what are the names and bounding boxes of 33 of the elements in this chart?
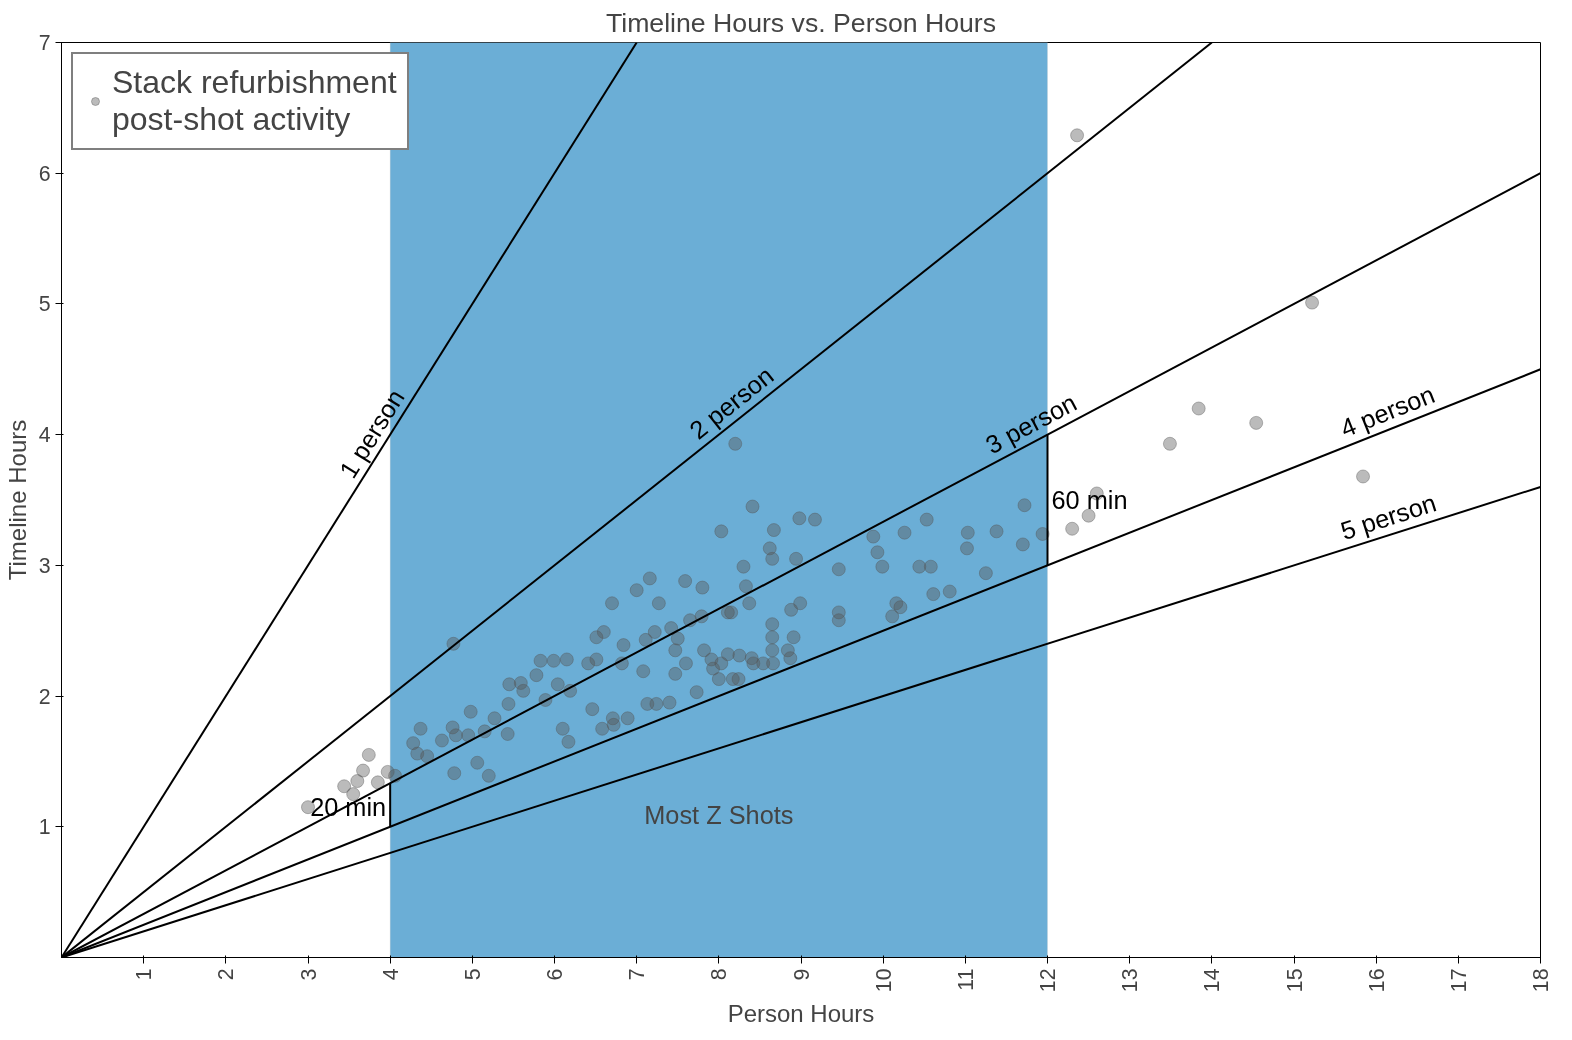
chart-title: Timeline Hours vs. Person Hours bbox=[605, 7, 997, 38]
x-tick-label: 11 bbox=[953, 968, 978, 991]
annotation: 60 min bbox=[1051, 486, 1128, 514]
x-tick-label: 1 bbox=[132, 968, 157, 981]
y-tick-label: 6 bbox=[38, 161, 51, 186]
x-axis-title: Person Hours bbox=[727, 1000, 875, 1028]
text: 5 person bbox=[1337, 488, 1440, 545]
band-label: Most Z Shots bbox=[644, 801, 794, 830]
x-tick-label: 18 bbox=[1529, 968, 1553, 993]
x-tick-label: 9 bbox=[789, 968, 814, 981]
y-tick-label: 7 bbox=[38, 31, 51, 55]
x-tick-label: 10 bbox=[871, 968, 896, 993]
x-tick-label: 17 bbox=[1446, 968, 1471, 993]
annotation: 20 min bbox=[310, 793, 387, 822]
y-tick-label: 3 bbox=[38, 553, 51, 578]
x-tick-label: 4 bbox=[378, 968, 403, 981]
x-tick-label: 2 bbox=[214, 968, 239, 981]
x-tick-label: 16 bbox=[1364, 968, 1389, 993]
y-tick-label: 1 bbox=[38, 815, 51, 840]
y-tick-label: 5 bbox=[38, 292, 51, 317]
x-tick-label: 6 bbox=[543, 968, 567, 981]
x-tick-label: 7 bbox=[625, 968, 650, 981]
legend-label: Stack refurbishment post-shot activity bbox=[112, 64, 397, 138]
x-tick-label: 15 bbox=[1282, 968, 1307, 993]
x-tick-label: 13 bbox=[1118, 968, 1143, 993]
y-tick-label: 4 bbox=[38, 423, 51, 448]
x-tick-label: 3 bbox=[296, 968, 321, 981]
y-tick-label: 2 bbox=[38, 684, 51, 709]
x-tick-label: 8 bbox=[707, 968, 732, 981]
x-tick-label: 14 bbox=[1200, 968, 1225, 993]
x-tick-label: 12 bbox=[1036, 968, 1060, 993]
y-axis-title: Timeline Hours bbox=[3, 419, 31, 581]
x-tick-label: 5 bbox=[460, 968, 485, 981]
